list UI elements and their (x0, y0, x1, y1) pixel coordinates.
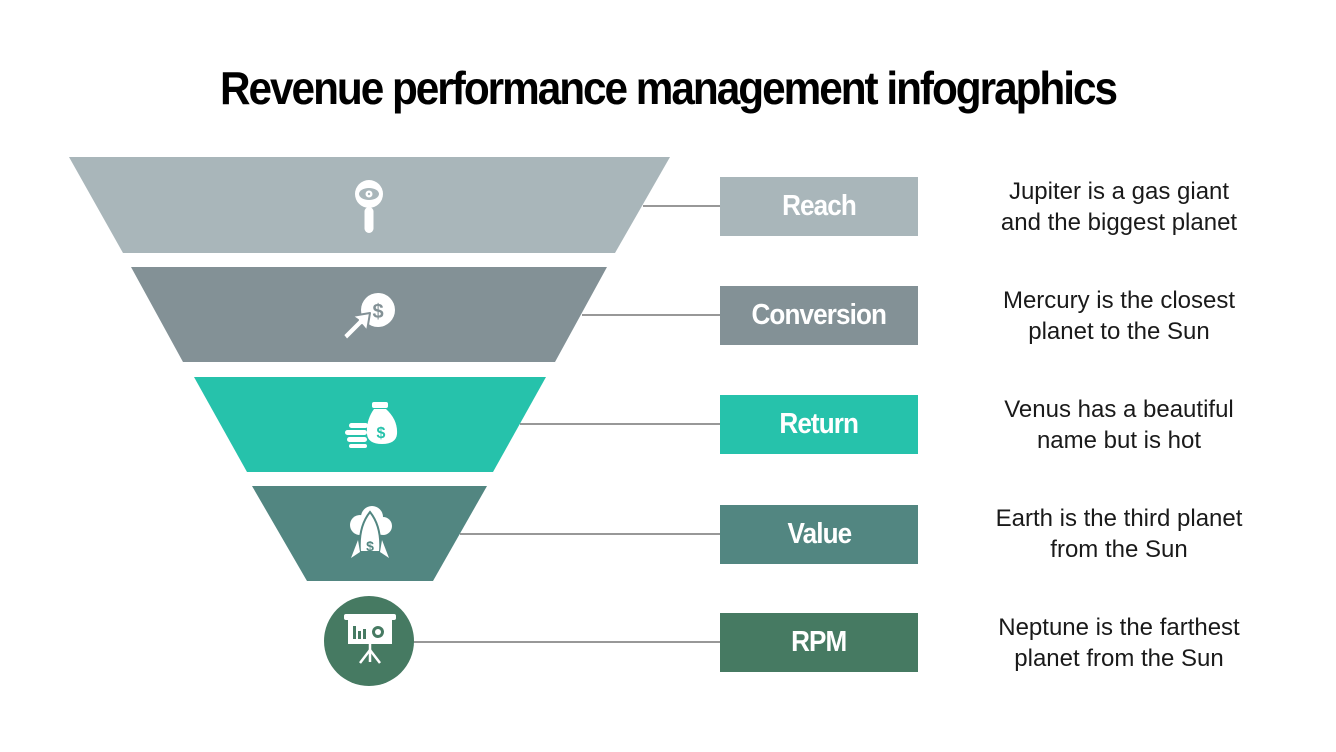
stage-description-return: Venus has a beautiful name but is hot (960, 394, 1278, 456)
svg-text:$: $ (377, 425, 386, 442)
description-line: from the Sun (1050, 536, 1188, 563)
description-line: Earth is the third planet (995, 505, 1243, 532)
stage-description-rpm: Neptune is the farthest planet from the … (960, 612, 1278, 674)
stage-description-conversion: Mercury is the closest planet to the Sun (960, 285, 1278, 347)
svg-text:$: $ (366, 538, 374, 554)
stage-label-return: Return (720, 395, 918, 454)
stage-label-text: RPM (791, 626, 847, 658)
description-line: planet to the Sun (1028, 318, 1210, 345)
description-line: Jupiter is a gas giant (1008, 178, 1230, 205)
money-bag-coins-icon: $ (345, 402, 398, 448)
svg-text:$: $ (372, 301, 383, 323)
stage-label-rpm: RPM (720, 613, 918, 672)
cursor-coin-icon: $ (342, 293, 395, 341)
rocket-cloud-dollar-icon: $ (350, 506, 392, 558)
stage-label-text: Conversion (751, 299, 887, 331)
description-line: and the biggest planet (1000, 209, 1238, 236)
stage-label-text: Reach (782, 190, 857, 222)
description-line: planet from the Sun (1014, 645, 1224, 672)
stage-description-reach: Jupiter is a gas giant and the biggest p… (960, 176, 1278, 238)
presentation-board-chart-icon (344, 614, 396, 664)
description-line: name but is hot (1036, 427, 1202, 454)
description-line: Venus has a beautiful (1004, 396, 1234, 423)
stage-label-text: Value (787, 518, 852, 550)
stage-label-text: Return (779, 408, 860, 440)
description-line: Neptune is the farthest (998, 614, 1240, 641)
description-line: Mercury is the closest (1002, 287, 1236, 314)
stage-label-value: Value (720, 505, 918, 564)
stage-label-reach: Reach (720, 177, 918, 236)
stage-description-value: Earth is the third planet from the Sun (960, 503, 1278, 565)
page-title: Revenue performance management infograph… (219, 62, 1118, 114)
connector-lines (410, 205, 720, 643)
magnifier-eye-icon (355, 180, 383, 233)
stage-label-conversion: Conversion (720, 286, 918, 345)
